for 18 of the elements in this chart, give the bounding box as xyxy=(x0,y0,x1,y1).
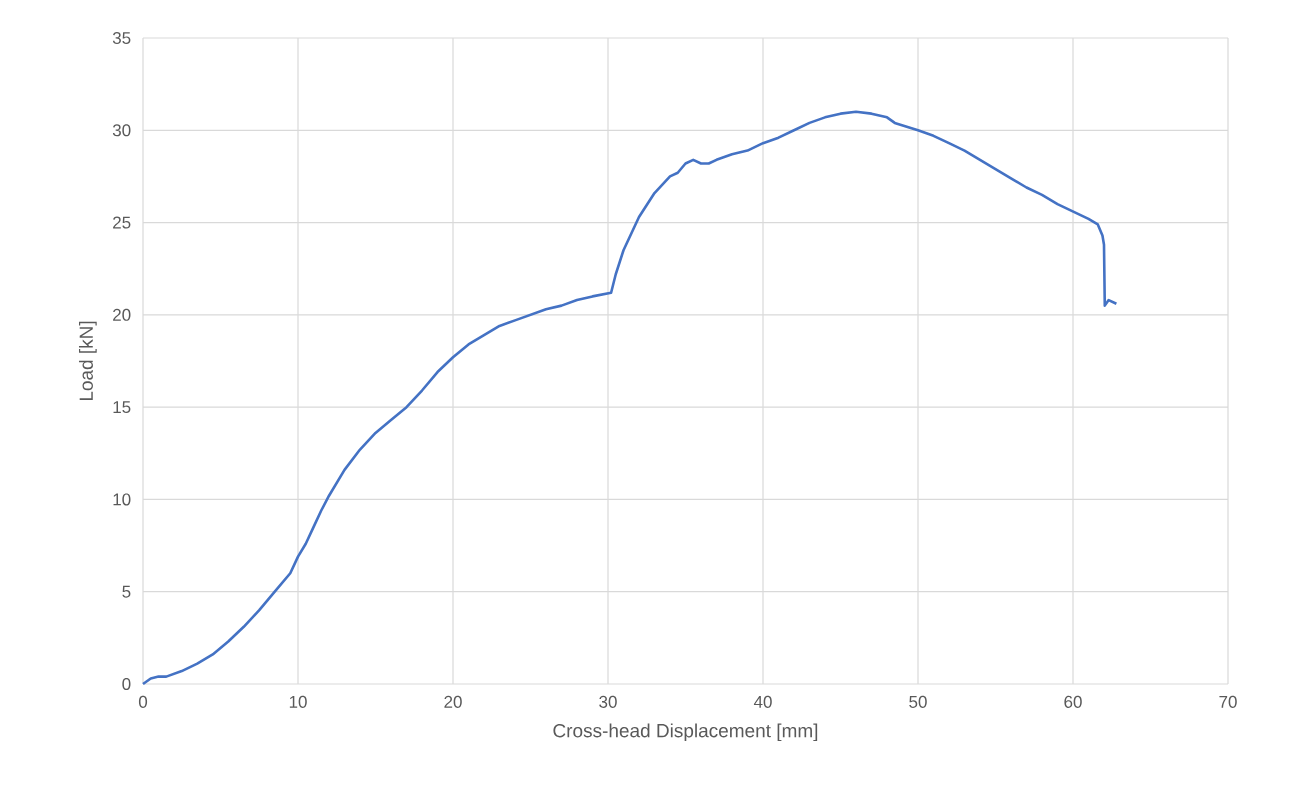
y-tick-label: 35 xyxy=(112,31,131,45)
x-tick-label: 10 xyxy=(289,695,307,708)
y-tick-label: 25 xyxy=(113,216,131,229)
y-tick-label: 30 xyxy=(112,124,131,137)
y-axis-title: Load [kN] xyxy=(78,321,97,401)
x-tick-label: 20 xyxy=(444,695,462,708)
x-tick-label: 40 xyxy=(753,695,772,708)
y-tick-label: 20 xyxy=(113,308,131,321)
x-axis-title: Cross-head Displacement [mm] xyxy=(553,723,818,742)
x-tick-label: 50 xyxy=(909,695,927,708)
x-tick-label: 30 xyxy=(599,695,617,708)
y-tick-label: 15 xyxy=(113,401,131,414)
y-tick-label: 10 xyxy=(113,493,131,506)
x-tick-label: 70 xyxy=(1219,695,1237,708)
y-tick-label: 5 xyxy=(122,585,131,598)
x-tick-label: 0 xyxy=(138,695,148,708)
y-tick-label: 0 xyxy=(122,677,131,691)
x-tick-label: 60 xyxy=(1064,695,1082,708)
